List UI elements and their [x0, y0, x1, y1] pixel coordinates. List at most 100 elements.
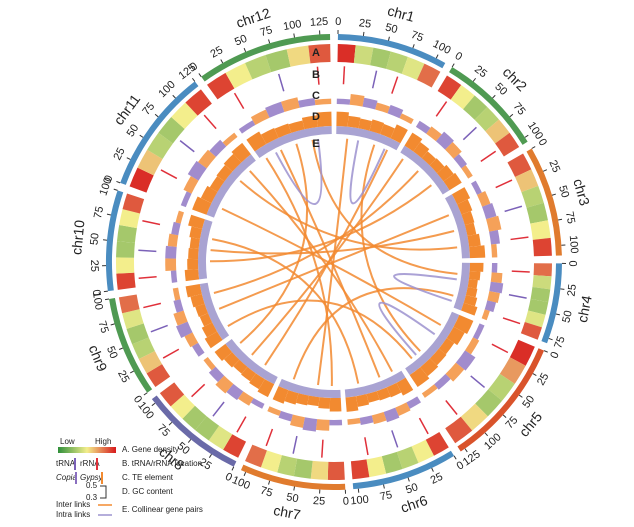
te-bin [165, 258, 176, 271]
tick-mark [114, 189, 118, 190]
gene-density-bin [532, 275, 551, 289]
rna-site [436, 102, 446, 117]
tick-label: 75 [96, 320, 111, 335]
rna-site [279, 74, 284, 91]
tick-mark [294, 34, 295, 38]
rna-site [266, 429, 272, 446]
tick-label: 75 [563, 211, 577, 225]
tick-label: 50 [556, 184, 571, 199]
legend-text: A. Gene density [122, 445, 179, 454]
tick-mark [492, 95, 495, 98]
rna-site [237, 417, 246, 433]
tick-label: 25 [313, 495, 326, 508]
tick-label: 0 [568, 260, 580, 266]
rna-site [143, 303, 161, 307]
tick-mark [454, 456, 456, 459]
tick-label: 75 [552, 335, 567, 351]
track-label: B [312, 69, 320, 81]
tick-mark [104, 291, 108, 292]
tick-mark [111, 324, 115, 325]
te-bin [171, 270, 177, 282]
tick-mark [116, 181, 120, 182]
tick-mark [465, 449, 467, 452]
rna-site [365, 437, 368, 455]
te-bin [251, 398, 265, 409]
te-bin [473, 323, 485, 339]
tick-label: 0 [335, 16, 341, 28]
tick-label: 25 [566, 283, 579, 297]
legend-text: C. TE element [122, 473, 174, 482]
legend-text: B. tRNA/rRNA location [122, 459, 202, 468]
tick-mark [244, 48, 246, 52]
te-bin [329, 420, 342, 426]
te-bin [337, 99, 350, 105]
tick-mark [384, 485, 385, 489]
tick-mark [436, 55, 438, 59]
rna-site [503, 318, 520, 324]
tick-mark [119, 348, 123, 350]
te-bin [279, 411, 293, 422]
tick-label: 100 [230, 474, 252, 492]
tick-label: 50 [285, 491, 299, 505]
te-bin [350, 94, 365, 107]
tick-label: 100 [135, 400, 156, 422]
te-bin [316, 419, 329, 431]
te-bin [461, 165, 473, 178]
gene-density-bin [337, 44, 355, 63]
gc-bin [468, 279, 478, 289]
tick-mark [140, 135, 143, 137]
tick-label: 100 [350, 494, 370, 508]
rna-site [204, 115, 216, 128]
gene-density-bin [530, 220, 550, 240]
tick-label: 75 [259, 24, 274, 39]
rna-site [139, 277, 157, 278]
tick-mark [503, 415, 506, 418]
te-bin [223, 133, 238, 147]
inter-link [219, 215, 449, 309]
tick-mark [155, 114, 158, 117]
chromosome-label: chr7 [272, 502, 302, 522]
rna-site [446, 401, 457, 415]
tick-mark [173, 95, 176, 98]
legend-gradient [58, 447, 116, 453]
gc-bin [469, 271, 481, 280]
tick-mark [199, 73, 201, 76]
gc-bin [188, 215, 205, 229]
gene-density-bin [328, 462, 345, 480]
te-bin [281, 97, 300, 112]
tick-label: 25 [472, 63, 489, 80]
rna-site [373, 71, 377, 89]
tick-mark [549, 338, 553, 339]
te-bin [471, 181, 482, 195]
rna-site [496, 180, 512, 188]
tick-label: 125 [461, 448, 483, 468]
tick-mark [558, 219, 562, 220]
tick-label: 50 [233, 33, 249, 49]
tick-mark [473, 78, 475, 81]
legend-text: tRNA [56, 459, 76, 468]
tick-mark [169, 422, 172, 425]
gene-density-bin [116, 273, 135, 290]
rna-site [192, 384, 205, 396]
gc-bin [190, 237, 200, 249]
tick-label: 0 [343, 495, 350, 507]
tick-label: 75 [409, 29, 425, 44]
tick-mark [413, 44, 414, 48]
gc-bin [467, 234, 480, 247]
gene-density-bin [351, 459, 369, 479]
rna-site [343, 66, 344, 84]
legend-bracket [100, 486, 106, 498]
chromosome-label: chr11 [110, 91, 143, 128]
chromosome-label: chr6 [399, 492, 430, 516]
tick-mark [152, 403, 155, 405]
rna-site [481, 151, 496, 161]
tick-label: 50 [88, 232, 101, 245]
tick-label: 25 [546, 158, 562, 174]
chromosome-label: chr3 [570, 177, 593, 208]
gene-density-bin [534, 263, 552, 276]
te-bin [491, 272, 503, 283]
inter-link [214, 171, 418, 293]
tick-label: 50 [384, 22, 399, 37]
gc-bin [188, 248, 198, 259]
te-bin [181, 191, 192, 207]
